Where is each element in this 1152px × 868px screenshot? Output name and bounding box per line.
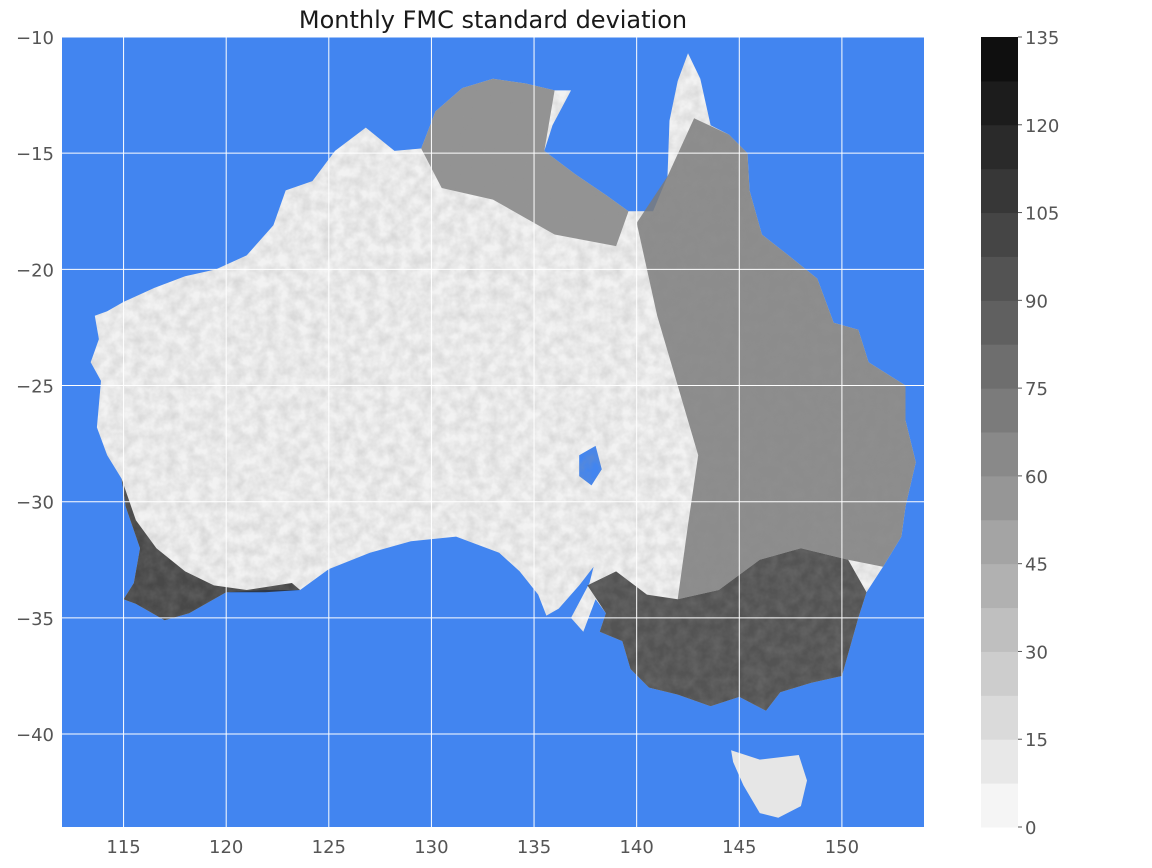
colorbar-segment: [981, 432, 1018, 477]
y-tick-label: −25: [16, 377, 54, 398]
x-tick-label: 130: [414, 837, 448, 858]
colorbar: 0 15 30 45 60 75 90 105 120 135: [981, 28, 1059, 839]
colorbar-tick-label: 45: [1025, 555, 1048, 576]
x-tick-label: 115: [106, 837, 140, 858]
x-tick-label: 135: [517, 837, 551, 858]
colorbar-segment: [981, 300, 1018, 345]
x-tick-label: 120: [209, 837, 243, 858]
colorbar-segment: [981, 37, 1018, 82]
colorbar-tick-label: 90: [1025, 291, 1048, 312]
y-tick-label: −10: [16, 28, 54, 49]
colorbar-segment: [981, 783, 1018, 828]
chart-title: Monthly FMC standard deviation: [298, 6, 688, 34]
colorbar-segment: [981, 739, 1018, 784]
x-tick-label: 150: [825, 837, 859, 858]
colorbar-segment: [981, 607, 1018, 652]
colorbar-segment: [981, 212, 1018, 257]
colorbar-segment: [981, 80, 1018, 126]
colorbar-segment: [981, 388, 1018, 433]
colorbar-tick-label: 60: [1025, 467, 1048, 488]
x-tick-label: 125: [312, 837, 346, 858]
x-tick-label: 140: [619, 837, 653, 858]
x-tick-label: 145: [722, 837, 756, 858]
colorbar-tick-label: 0: [1025, 818, 1036, 839]
colorbar-segment: [981, 519, 1018, 565]
colorbar-segment: [981, 256, 1018, 301]
colorbar-segment: [981, 651, 1018, 696]
colorbar-tick-label: 135: [1025, 28, 1059, 49]
y-tick-label: −35: [16, 609, 54, 630]
texture-overlay: [90, 53, 916, 711]
colorbar-segment: [981, 695, 1018, 740]
grid: [62, 36, 924, 827]
colorbar-tick-label: 15: [1025, 730, 1048, 751]
y-tick-label: −40: [16, 725, 54, 746]
colorbar-tick-label: 105: [1025, 204, 1059, 225]
colorbar-segment: [981, 344, 1018, 389]
colorbar-segment: [981, 563, 1018, 609]
colorbar-segment: [981, 124, 1018, 170]
colorbar-tick-label: 30: [1025, 642, 1048, 663]
colorbar-tick-label: 75: [1025, 379, 1048, 400]
colorbar-segment: [981, 168, 1018, 214]
colorbar-tick-label: 120: [1025, 116, 1059, 137]
y-tick-label: −15: [16, 144, 54, 165]
axes: 115 120 125 130 135 140 145 150 −10 −15 −20 −25 −30 −…: [16, 28, 859, 858]
colorbar-segment: [981, 475, 1018, 521]
y-tick-label: −20: [16, 260, 54, 281]
y-tick-label: −30: [16, 493, 54, 514]
map-area: [62, 37, 924, 827]
tasmania-region: [731, 750, 807, 818]
